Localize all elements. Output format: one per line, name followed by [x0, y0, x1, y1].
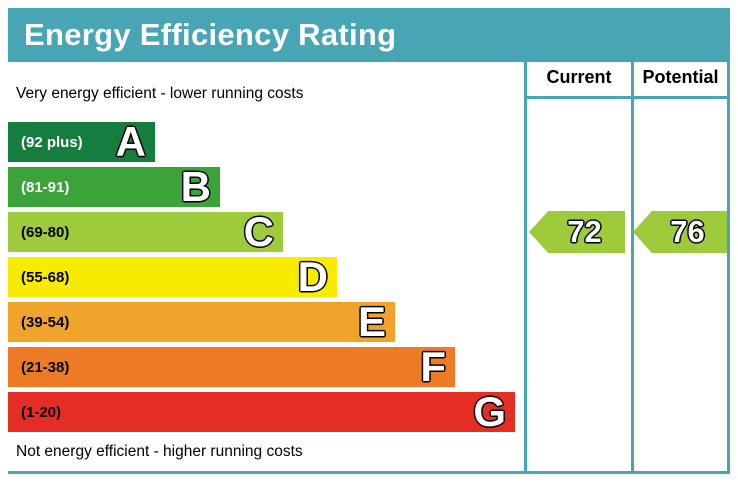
potential-rating-value: 76 [669, 213, 705, 250]
band-letter: E [357, 298, 387, 345]
band-row-f: (21-38) F [8, 343, 455, 390]
band-range-label: (55-68) [21, 268, 70, 286]
band-range-label: (21-38) [21, 358, 70, 376]
band-letter: A [115, 118, 147, 165]
band-range-label: (69-80) [21, 223, 70, 241]
band-range-label: (92 plus) [21, 133, 83, 151]
current-rating-value: 72 [566, 213, 602, 250]
current-rating-arrow: 72 [529, 211, 625, 253]
band-row-a: (92 plus) A [8, 118, 155, 165]
band-range-label: (81-91) [21, 178, 70, 196]
band-letter: B [180, 163, 212, 210]
top-note: Very energy efficient - lower running co… [16, 85, 304, 102]
table-divider-middle [631, 62, 634, 474]
bottom-border-line [8, 471, 730, 474]
potential-column-header: Potential [642, 67, 719, 87]
potential-rating-arrow: 76 [633, 211, 727, 253]
band-letter: F [420, 343, 447, 390]
title-bar: Energy Efficiency Rating [8, 8, 730, 62]
current-column-header: Current [546, 67, 612, 87]
page-title: Energy Efficiency Rating [24, 17, 397, 52]
band-row-g: (1-20) G [8, 388, 515, 435]
band-letter: G [473, 388, 507, 435]
band-letter: D [297, 253, 329, 300]
band-row-e: (39-54) E [8, 298, 395, 345]
band-letter: C [243, 208, 275, 255]
band-row-d: (55-68) D [8, 253, 337, 300]
header-underline [524, 96, 730, 99]
band-range-label: (1-20) [21, 403, 62, 421]
table-divider-left [524, 62, 527, 474]
table-divider-right [727, 62, 730, 474]
band-range-label: (39-54) [21, 313, 70, 331]
band-row-b: (81-91) B [8, 163, 220, 210]
band-row-c: (69-80) C [8, 208, 283, 255]
bottom-note: Not energy efficient - higher running co… [16, 443, 303, 460]
